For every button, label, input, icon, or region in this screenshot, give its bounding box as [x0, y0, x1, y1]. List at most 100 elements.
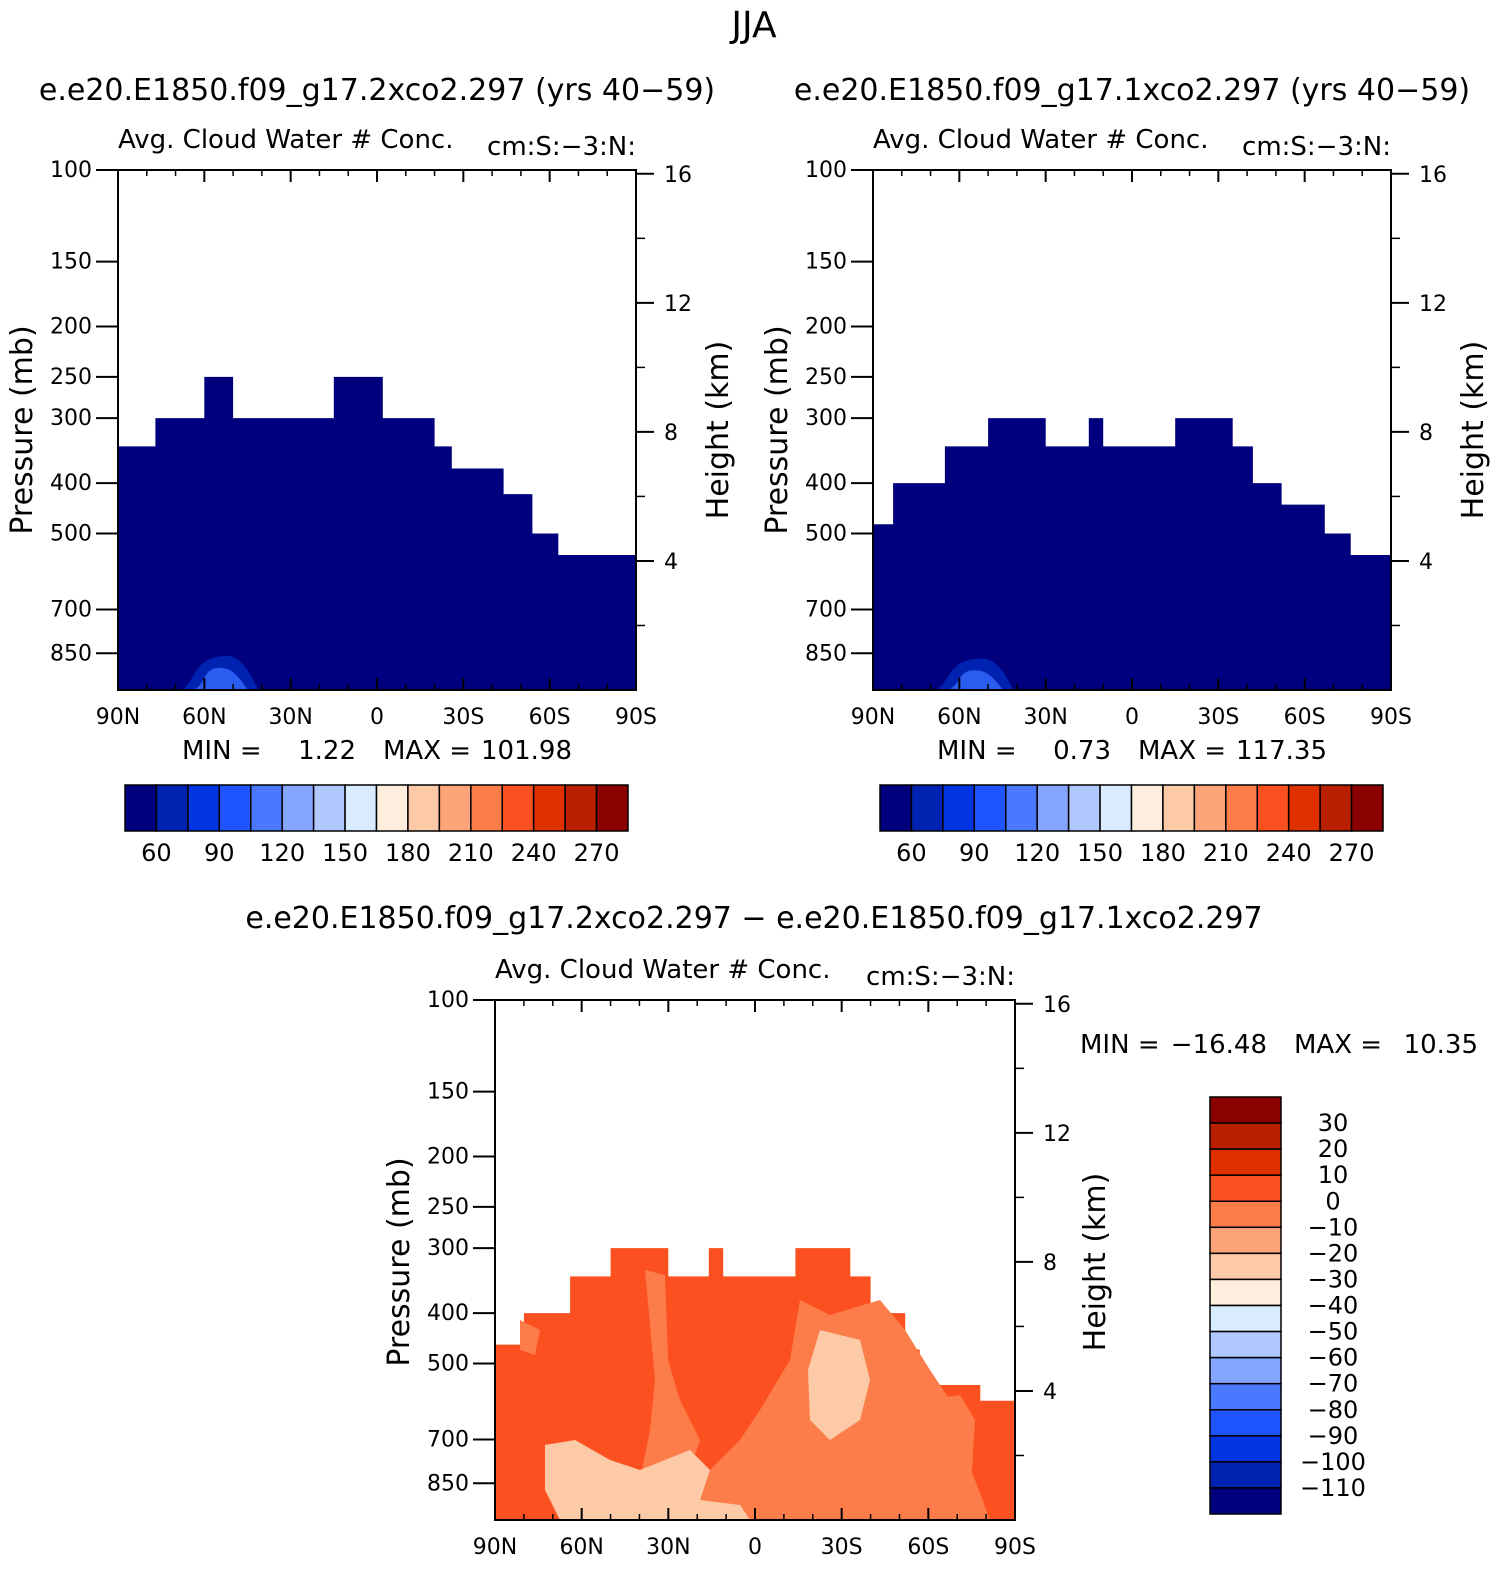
y-tick-label: 200	[50, 315, 92, 340]
cloud-water-enhanced-core	[193, 667, 249, 690]
x-tick-label: 30S	[1197, 705, 1239, 730]
y-axis-height: 16 12 8 4	[1391, 163, 1447, 627]
y-tick-label: 700	[50, 597, 92, 622]
y-tick-label: 250	[50, 365, 92, 390]
colorbar-label: 150	[1077, 839, 1123, 867]
y-tick-label: 200	[805, 315, 847, 340]
colorbar-label: 120	[259, 839, 305, 867]
colorbar-label: 180	[385, 839, 431, 867]
colorbar-swatch	[281, 784, 315, 832]
y2-tick-label: 16	[1419, 163, 1447, 188]
colorbar-swatch	[470, 784, 503, 832]
colorbar-swatch	[1225, 784, 1258, 832]
colorbar-swatch	[1130, 784, 1164, 832]
x-tick-label: 90N	[473, 1535, 517, 1560]
colorbar-label: −20	[1308, 1239, 1359, 1267]
colorbar-swatch	[1162, 784, 1196, 832]
min-label: MIN =	[937, 736, 1017, 766]
colorbar-swatch	[375, 784, 409, 832]
y-tick-label: 400	[50, 471, 92, 496]
colorbar-label: −80	[1308, 1396, 1359, 1424]
min-value: 1.22	[298, 736, 356, 766]
colorbar-swatch	[1209, 1382, 1282, 1411]
y2-tick-label: 12	[1043, 1122, 1071, 1147]
colorbar-label: −100	[1300, 1448, 1366, 1476]
x-tick-label: 60S	[529, 705, 571, 730]
y-tick-label: 700	[805, 597, 847, 622]
y-axis-label: Pressure (mb)	[760, 325, 795, 534]
max-value: 117.35	[1236, 736, 1327, 766]
y2-axis-label: Height (km)	[701, 341, 736, 520]
x-tick-label: 0	[370, 705, 384, 730]
colorbar-swatch	[1209, 1461, 1282, 1489]
y-axis-label: Pressure (mb)	[5, 325, 40, 534]
y-tick-label: 700	[427, 1427, 469, 1452]
colorbar-label: 90	[204, 839, 235, 867]
y-tick-label: 250	[427, 1195, 469, 1220]
x-axis: 90N 60N 30N 0 30S 60S 90S	[96, 170, 657, 730]
y-tick-label: 150	[427, 1080, 469, 1105]
colorbar-label: −10	[1308, 1213, 1359, 1241]
max-value: 101.98	[481, 736, 572, 766]
colorbar-swatch	[973, 784, 1007, 832]
colorbar-swatch	[1256, 784, 1290, 832]
colorbar-swatch	[1209, 1252, 1282, 1281]
y-tick-label: 300	[50, 406, 92, 431]
y-axis-pressure: 100 150 200 250 300 400 500 700 850	[805, 158, 873, 666]
y-tick-label: 500	[50, 521, 92, 546]
x-tick-label: 90N	[96, 705, 140, 730]
colorbar-label: −70	[1308, 1370, 1359, 1398]
x-tick-label: 90S	[1370, 705, 1412, 730]
colorbar-swatch	[1209, 1304, 1282, 1333]
x-tick-label: 60S	[1284, 705, 1326, 730]
colorbar-label: 210	[1203, 839, 1249, 867]
colorbar: 60 90 120 150 180 210 240 270	[124, 784, 629, 867]
colorbar-swatch	[1209, 1226, 1282, 1255]
min-value: −16.48	[1171, 1030, 1267, 1060]
colorbar-swatch	[564, 784, 598, 832]
cloud-water-fill-region	[873, 418, 1391, 690]
y-axis-height: 16 12 8 4	[636, 163, 692, 627]
colorbar-swatch	[1209, 1435, 1282, 1463]
colorbar: 60 90 120 150 180 210 240 270	[879, 784, 1384, 867]
difference-tertiary-region	[930, 1395, 975, 1480]
colorbar-swatch	[407, 784, 441, 832]
colorbar-swatch	[1193, 784, 1227, 832]
x-tick-label: 60N	[182, 705, 226, 730]
y-tick-label: 850	[427, 1471, 469, 1496]
x-axis: 90N 60N 30N 0 30S 60S 90S	[851, 170, 1412, 730]
x-tick-label: 0	[748, 1535, 762, 1560]
x-tick-label: 90S	[994, 1535, 1036, 1560]
colorbar-swatch	[595, 784, 629, 832]
colorbar-swatch	[942, 784, 976, 832]
colorbar-label: −90	[1308, 1422, 1359, 1450]
colorbar-label: 180	[1140, 839, 1186, 867]
y2-tick-label: 16	[664, 163, 692, 188]
y2-tick-label: 12	[1419, 292, 1447, 317]
colorbar-swatch	[344, 784, 378, 832]
y2-axis-label: Height (km)	[1456, 341, 1491, 520]
colorbar-swatch	[218, 784, 252, 832]
y-tick-label: 500	[427, 1351, 469, 1376]
max-value: 10.35	[1404, 1030, 1478, 1060]
y-tick-label: 100	[50, 158, 92, 183]
difference-secondary-region	[640, 1270, 700, 1490]
colorbar-label: 60	[141, 839, 172, 867]
colorbar-label: 270	[1329, 839, 1375, 867]
min-label: MIN =	[1080, 1030, 1160, 1060]
y2-tick-label: 8	[664, 421, 678, 446]
colorbar-label: −60	[1308, 1344, 1359, 1372]
colorbar-label: 150	[322, 839, 368, 867]
y-tick-label: 150	[50, 250, 92, 275]
colorbar-label: 20	[1318, 1135, 1349, 1163]
colorbar-swatch	[501, 784, 535, 832]
colorbar: 3020100−10−20−30−40−50−60−70−80−90−100−1…	[1209, 1096, 1366, 1515]
colorbar-swatch	[1036, 784, 1070, 832]
colorbar-swatch	[1005, 784, 1038, 832]
colorbar-swatch	[1209, 1330, 1282, 1359]
y2-axis-label: Height (km)	[1078, 1173, 1113, 1352]
x-tick-label: 90S	[615, 705, 657, 730]
y-tick-label: 400	[805, 471, 847, 496]
y-tick-label: 100	[805, 158, 847, 183]
x-tick-label: 30S	[442, 705, 484, 730]
